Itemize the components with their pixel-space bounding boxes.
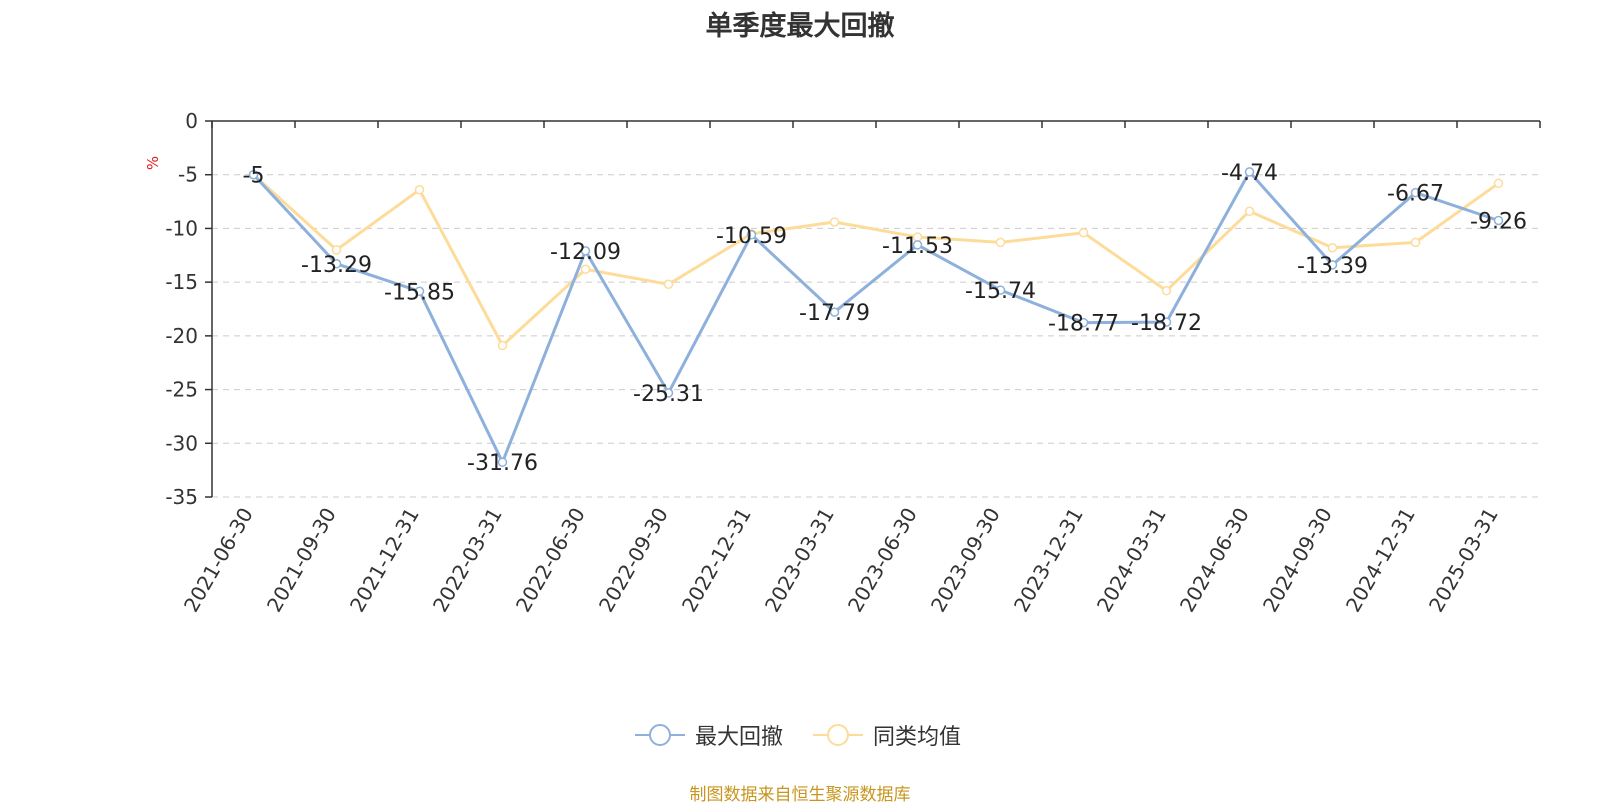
legend-label-peer-average: 同类均值 [873, 725, 962, 750]
source-note: 制图数据来自恒生聚源数据库 [689, 785, 911, 805]
data-point-0 [746, 230, 757, 240]
y-tick-label: -5 [178, 163, 198, 187]
x-tick-label: 2023-03-31 [760, 504, 839, 617]
y-tick-label: -10 [165, 216, 198, 240]
x-tick-label: 2024-09-30 [1258, 504, 1337, 617]
data-point-0 [497, 457, 508, 467]
data-label: -11.53 [882, 234, 953, 259]
data-point-1 [829, 217, 840, 227]
data-point-0 [995, 285, 1006, 295]
data-point-1 [1078, 227, 1089, 238]
data-point-0 [331, 259, 342, 269]
legend-item-peer-average[interactable]: 同类均值 [813, 720, 961, 750]
series-line-0 [252, 170, 1499, 464]
data-label: -12.09 [550, 240, 621, 265]
data-label: -15.85 [384, 280, 455, 305]
x-tick-label: 2024-03-31 [1092, 504, 1171, 617]
x-tick-label: 2023-06-30 [843, 504, 922, 617]
x-tick-label: 2024-12-31 [1341, 504, 1420, 617]
x-tick-label: 2021-12-31 [345, 504, 424, 617]
data-point-0 [580, 246, 591, 256]
x-tick-label: 2025-03-31 [1424, 504, 1503, 617]
x-tick-label: 2022-03-31 [428, 504, 507, 617]
y-tick-label: -25 [165, 378, 198, 402]
y-tick-label: -35 [165, 485, 198, 509]
data-point-0 [1161, 317, 1172, 327]
data-point-1 [1493, 178, 1504, 189]
data-point-1 [1161, 285, 1172, 296]
data-point-1 [995, 237, 1006, 248]
legend-item-max-drawdown[interactable]: 最大回撤 [635, 720, 783, 750]
data-point-1 [414, 185, 425, 195]
data-label: -4.74 [1221, 161, 1278, 186]
data-point-0 [1493, 215, 1504, 226]
grid-lines [212, 174, 1540, 498]
data-point-0 [414, 286, 425, 297]
data-point-1 [331, 245, 342, 255]
legend-line-circle-icon [635, 724, 685, 746]
data-point-0 [1327, 260, 1338, 270]
y-tick-label: 0 [185, 109, 198, 133]
data-label: -5 [243, 164, 265, 189]
x-tick-label: 2021-09-30 [262, 504, 341, 617]
y-tick-label: -30 [165, 431, 198, 455]
x-tick-label: 2023-09-30 [926, 504, 1005, 617]
chart-title: 单季度最大回撤 [705, 11, 895, 42]
legend-label-max-drawdown: 最大回撤 [695, 725, 784, 750]
y-axis-unit-label: % [144, 156, 162, 170]
data-label: -18.72 [1131, 311, 1202, 336]
series-line-1 [252, 173, 1500, 347]
data-label: -9.26 [1470, 209, 1527, 234]
data-point-1 [663, 279, 674, 290]
data-label: -10.59 [716, 224, 787, 249]
data-label: -31.76 [467, 451, 538, 476]
data-point-1 [497, 340, 508, 351]
data-label: -6.67 [1387, 182, 1444, 207]
data-point-0 [248, 169, 259, 180]
x-tick-label: 2022-06-30 [511, 504, 590, 617]
series-lines [248, 167, 1504, 467]
data-label: -25.31 [633, 382, 704, 407]
legend-line-circle-icon [813, 724, 863, 746]
data-label: -15.74 [965, 279, 1036, 304]
data-point-0 [1078, 317, 1089, 328]
data-label: -13.39 [1297, 254, 1368, 279]
data-point-0 [663, 388, 674, 398]
data-point-0 [1410, 187, 1421, 198]
data-point-1 [580, 264, 591, 275]
data-label: -13.29 [301, 253, 372, 278]
data-point-0 [912, 240, 923, 250]
x-tick-label: 2021-06-30 [179, 504, 258, 617]
data-labels: -5 -13.29 -15.85 -31.76 -12.09 -25.31 -10.59 -1… [243, 161, 1527, 476]
data-label: -17.79 [799, 301, 870, 326]
y-tick-label: -20 [165, 324, 198, 348]
data-point-0 [829, 307, 840, 317]
x-tick-label: 2022-12-31 [677, 504, 756, 617]
x-tick-label: 2023-12-31 [1009, 504, 1088, 617]
x-tick-label: 2024-06-30 [1175, 504, 1254, 617]
data-point-1 [1244, 206, 1255, 216]
data-point-1 [1327, 243, 1338, 253]
data-label: -18.77 [1048, 312, 1119, 337]
x-tick-label: 2022-09-30 [594, 504, 673, 617]
data-point-1 [1410, 237, 1421, 248]
y-tick-label: -15 [165, 270, 198, 294]
data-point-0 [1244, 167, 1255, 177]
